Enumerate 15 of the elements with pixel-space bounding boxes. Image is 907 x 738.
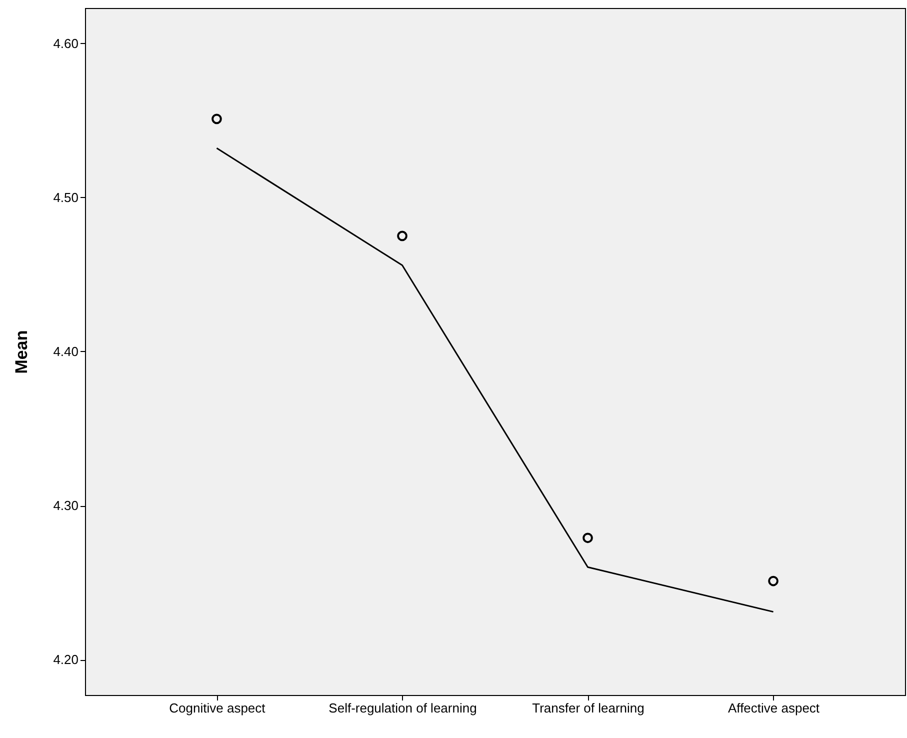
y-tick-label: 4.50	[53, 190, 78, 205]
point	[212, 114, 222, 124]
point	[582, 532, 593, 544]
x-tick-label: Affective aspect	[728, 700, 820, 716]
y-tick-label: 4.60	[53, 36, 78, 51]
x-tick-label: Self-regulation of learning	[328, 700, 477, 716]
y-axis-title: Mean	[12, 330, 32, 374]
y-tick-label: 4.40	[53, 344, 78, 359]
line-series	[216, 147, 774, 613]
y-tick-label: 4.20	[53, 652, 78, 668]
x-tick-label: Cognitive aspect	[169, 700, 266, 716]
y-tick-label: 4.30	[53, 498, 78, 514]
point	[768, 576, 778, 586]
x-tick-label: Transfer of learning	[532, 700, 644, 716]
point	[397, 230, 408, 242]
